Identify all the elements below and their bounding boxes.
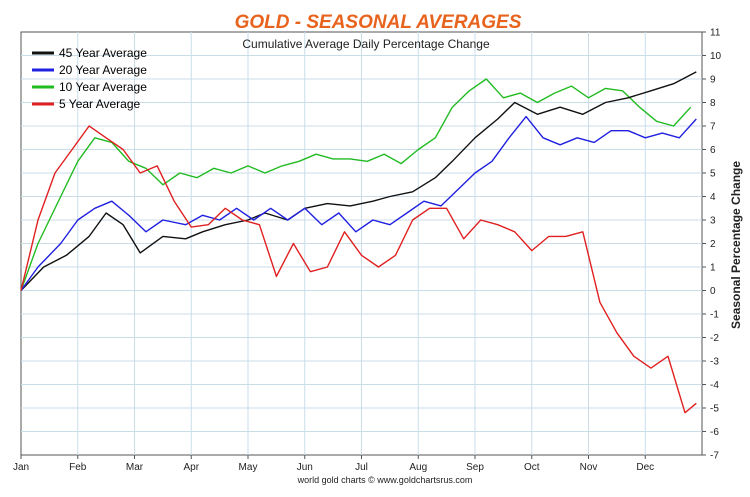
- x-tick-label: Dec: [636, 462, 654, 473]
- y-tick-label: 5: [710, 169, 716, 180]
- chart-footer: world gold charts © www.goldchartsrus.co…: [297, 475, 473, 485]
- y-tick-label: -4: [710, 380, 719, 391]
- legend-label: 10 Year Average: [59, 80, 147, 94]
- x-tick-label: May: [239, 462, 258, 473]
- y-tick-label: 10: [710, 51, 722, 62]
- y-tick-label: -2: [710, 333, 719, 344]
- x-tick-label: Nov: [580, 462, 598, 473]
- y-tick-label: -6: [710, 427, 719, 438]
- x-tick-label: Feb: [69, 462, 87, 473]
- legend-label: 20 Year Average: [59, 63, 147, 77]
- series-line-3: [20, 78, 692, 291]
- y-tick-label: 6: [710, 145, 716, 156]
- x-axis: Jan Feb Mar Apr May Jun Jul Aug Sep Oct Nov Dec: [13, 455, 654, 473]
- y-tick-label: 3: [710, 216, 716, 227]
- y-tick-label: 9: [710, 75, 716, 86]
- x-tick-label: Apr: [183, 462, 199, 473]
- y-tick-label: 7: [710, 122, 716, 133]
- y-tick-label: 2: [710, 239, 716, 250]
- series-line-2: [20, 115, 697, 291]
- chart-subtitle: Cumulative Average Daily Percentage Chan…: [242, 37, 490, 51]
- x-tick-label: Jul: [355, 462, 368, 473]
- y-tick-label: -5: [710, 404, 719, 415]
- legend-label: 5 Year Average: [59, 97, 141, 111]
- y-tick-label: 11: [710, 28, 721, 39]
- y-axis-label: Seasonal Percentage Change: [729, 161, 743, 329]
- series-line-4: [20, 125, 697, 414]
- x-tick-label: Jun: [297, 462, 313, 473]
- x-tick-label: Aug: [409, 462, 427, 473]
- series-layer: [20, 71, 697, 414]
- y-tick-label: 4: [710, 192, 716, 203]
- y-tick-label: 8: [710, 98, 716, 109]
- y-tick-label: 0: [710, 286, 716, 297]
- legend: 45 Year Average 20 Year Average 10 Year Av…: [32, 46, 147, 111]
- y-tick-label: 1: [710, 263, 716, 274]
- series-line-1: [20, 71, 697, 291]
- x-tick-label: Sep: [466, 462, 484, 473]
- y-tick-label: -3: [710, 357, 719, 368]
- y-tick-label: -1: [710, 310, 719, 321]
- x-tick-label: Oct: [524, 462, 540, 473]
- legend-label: 45 Year Average: [59, 46, 147, 60]
- chart-title: GOLD - SEASONAL AVERAGES: [235, 12, 522, 33]
- x-tick-label: Mar: [126, 462, 144, 473]
- x-tick-label: Jan: [13, 462, 29, 473]
- y-tick-label: -7: [710, 451, 719, 462]
- grid-layer: [21, 32, 702, 455]
